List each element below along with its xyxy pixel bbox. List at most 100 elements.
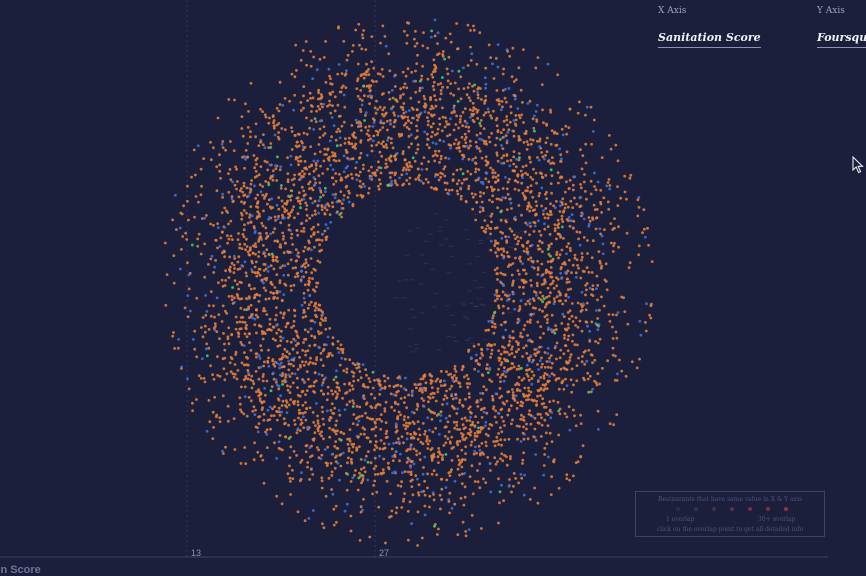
data-point-orange[interactable] (529, 160, 532, 164)
data-point-orange[interactable] (250, 386, 254, 390)
data-point-orange[interactable] (165, 273, 169, 276)
data-point-orange[interactable] (471, 492, 475, 496)
data-point-blue[interactable] (592, 130, 595, 133)
data-point-orange[interactable] (460, 417, 464, 421)
data-point-orange[interactable] (430, 472, 434, 476)
data-point-blue[interactable] (321, 232, 325, 236)
data-point-orange[interactable] (564, 294, 568, 298)
data-point-orange[interactable] (488, 226, 491, 230)
data-point-orange[interactable] (469, 59, 473, 62)
data-point-blue[interactable] (345, 69, 348, 72)
data-point-orange[interactable] (517, 138, 521, 142)
data-point-orange[interactable] (549, 266, 553, 269)
data-point-orange[interactable] (290, 194, 293, 198)
data-point-orange[interactable] (449, 92, 453, 95)
data-point-orange[interactable] (465, 419, 469, 422)
data-point-blue[interactable] (338, 136, 342, 140)
data-point-orange[interactable] (385, 146, 389, 150)
data-point-blue[interactable] (645, 302, 648, 306)
data-point-orange[interactable] (453, 502, 457, 506)
data-point-orange[interactable] (514, 94, 517, 98)
data-point-orange[interactable] (497, 248, 501, 252)
data-point-orange[interactable] (384, 432, 388, 435)
data-point-orange[interactable] (508, 120, 512, 124)
data-point-orange[interactable] (501, 290, 505, 294)
data-point-orange[interactable] (482, 113, 486, 117)
data-point-orange[interactable] (494, 251, 498, 255)
data-point-orange[interactable] (496, 297, 499, 301)
data-point-orange[interactable] (349, 529, 353, 533)
data-point-blue[interactable] (515, 157, 518, 161)
data-point-orange[interactable] (256, 315, 260, 319)
data-point-orange[interactable] (275, 331, 279, 335)
data-point-orange[interactable] (227, 276, 231, 279)
data-point-blue[interactable] (259, 190, 263, 194)
data-point-orange[interactable] (347, 189, 350, 193)
data-point-orange[interactable] (493, 322, 497, 326)
data-point-orange[interactable] (244, 248, 247, 252)
data-point-orange[interactable] (503, 350, 507, 354)
data-point-orange[interactable] (286, 262, 290, 266)
data-point-orange[interactable] (422, 94, 426, 98)
data-point-orange[interactable] (529, 318, 532, 322)
data-point-orange[interactable] (201, 316, 205, 319)
data-point-orange[interactable] (456, 427, 459, 431)
data-point-orange[interactable] (402, 418, 406, 422)
data-point-blue[interactable] (289, 163, 293, 167)
data-point-orange[interactable] (555, 357, 558, 361)
data-point-orange[interactable] (525, 427, 528, 431)
data-point-orange[interactable] (291, 266, 295, 270)
data-point-orange[interactable] (550, 372, 554, 375)
data-point-orange[interactable] (287, 212, 290, 216)
data-point-orange[interactable] (432, 469, 436, 473)
data-point-orange[interactable] (328, 426, 331, 430)
data-point-blue[interactable] (595, 309, 598, 312)
data-point-orange[interactable] (237, 335, 241, 338)
data-point-orange[interactable] (508, 339, 512, 343)
data-point-orange[interactable] (281, 380, 284, 383)
data-point-orange[interactable] (387, 461, 390, 465)
data-point-orange[interactable] (380, 68, 384, 71)
data-point-orange[interactable] (545, 123, 549, 127)
data-point-orange[interactable] (486, 224, 489, 228)
data-point-orange[interactable] (329, 93, 332, 96)
data-point-orange[interactable] (556, 400, 560, 404)
data-point-orange[interactable] (319, 331, 323, 335)
data-point-orange[interactable] (543, 216, 547, 220)
data-point-orange[interactable] (352, 402, 356, 405)
data-point-orange[interactable] (262, 481, 266, 485)
data-point-orange[interactable] (215, 165, 219, 169)
data-point-orange[interactable] (382, 457, 386, 461)
data-point-orange[interactable] (232, 149, 236, 153)
data-point-orange[interactable] (348, 191, 351, 195)
data-point-orange[interactable] (249, 135, 252, 139)
data-point-orange[interactable] (430, 186, 433, 189)
data-point-orange[interactable] (309, 468, 313, 471)
data-point-orange[interactable] (559, 153, 563, 157)
data-point-orange[interactable] (461, 403, 464, 407)
data-point-orange[interactable] (318, 127, 322, 131)
data-point-orange[interactable] (281, 316, 285, 320)
data-point-orange[interactable] (172, 331, 175, 334)
data-point-orange[interactable] (467, 350, 470, 353)
data-point-orange[interactable] (435, 414, 439, 417)
data-point-blue[interactable] (496, 43, 500, 46)
data-point-orange[interactable] (429, 113, 433, 117)
data-point-orange[interactable] (216, 222, 220, 226)
data-point-orange[interactable] (373, 396, 377, 400)
data-point-orange[interactable] (493, 444, 497, 448)
data-point-orange[interactable] (259, 236, 263, 240)
data-point-blue[interactable] (451, 379, 455, 382)
data-point-orange[interactable] (520, 378, 524, 382)
data-point-orange[interactable] (235, 377, 239, 381)
data-point-orange[interactable] (352, 375, 355, 378)
data-point-orange[interactable] (539, 233, 543, 237)
data-point-orange[interactable] (295, 431, 299, 435)
data-point-orange[interactable] (249, 182, 253, 186)
data-point-orange[interactable] (461, 110, 465, 114)
data-point-orange[interactable] (305, 116, 308, 120)
data-point-blue[interactable] (549, 416, 553, 420)
data-point-orange[interactable] (375, 490, 379, 494)
data-point-orange[interactable] (335, 395, 339, 399)
data-point-orange[interactable] (356, 62, 360, 66)
